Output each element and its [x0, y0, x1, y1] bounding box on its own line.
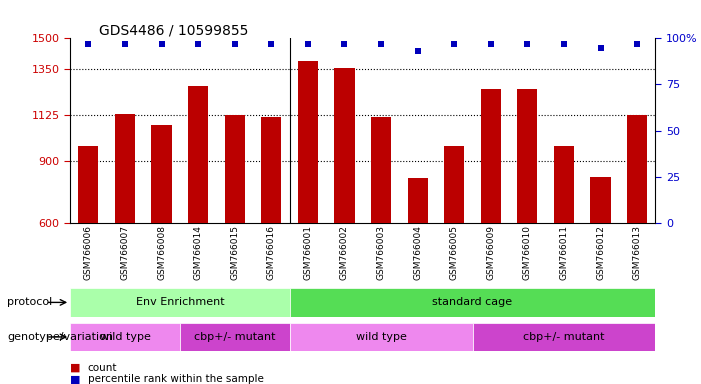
Text: standard cage: standard cage	[433, 297, 512, 308]
Point	[376, 41, 387, 47]
Text: count: count	[88, 363, 117, 373]
Bar	[115, 114, 135, 223]
Bar	[517, 89, 538, 223]
Bar	[261, 117, 281, 223]
Point	[485, 41, 496, 47]
Point	[559, 41, 570, 47]
Point	[522, 41, 533, 47]
Text: cbp+/- mutant: cbp+/- mutant	[523, 332, 605, 342]
Text: cbp+/- mutant: cbp+/- mutant	[194, 332, 275, 342]
Text: percentile rank within the sample: percentile rank within the sample	[88, 374, 264, 384]
Text: ■: ■	[70, 374, 81, 384]
Bar	[334, 68, 355, 223]
Point	[449, 41, 460, 47]
Text: ■: ■	[70, 363, 81, 373]
Bar	[298, 61, 318, 223]
Text: genotype/variation: genotype/variation	[7, 332, 113, 342]
Bar	[70, 323, 180, 351]
Text: wild type: wild type	[100, 332, 151, 342]
Point	[193, 41, 204, 47]
Bar	[554, 146, 574, 223]
Text: GDS4486 / 10599855: GDS4486 / 10599855	[100, 23, 249, 37]
Point	[119, 41, 130, 47]
Text: protocol: protocol	[7, 297, 53, 308]
Bar	[627, 115, 647, 223]
Point	[83, 41, 94, 47]
Bar	[224, 115, 245, 223]
Bar	[180, 323, 290, 351]
Point	[595, 45, 606, 51]
Bar	[151, 126, 172, 223]
Bar	[481, 89, 501, 223]
Point	[229, 41, 240, 47]
Bar	[188, 86, 208, 223]
Point	[266, 41, 277, 47]
Point	[412, 48, 423, 55]
Bar	[371, 117, 391, 223]
Bar	[472, 323, 655, 351]
Point	[156, 41, 167, 47]
Text: wild type: wild type	[355, 332, 407, 342]
Point	[339, 41, 350, 47]
Bar	[290, 323, 472, 351]
Bar	[79, 146, 98, 223]
Bar	[70, 288, 290, 317]
Bar	[407, 178, 428, 223]
Bar	[290, 288, 655, 317]
Point	[632, 41, 643, 47]
Bar	[590, 177, 611, 223]
Text: Env Enrichment: Env Enrichment	[135, 297, 224, 308]
Bar	[444, 146, 464, 223]
Point	[302, 41, 313, 47]
